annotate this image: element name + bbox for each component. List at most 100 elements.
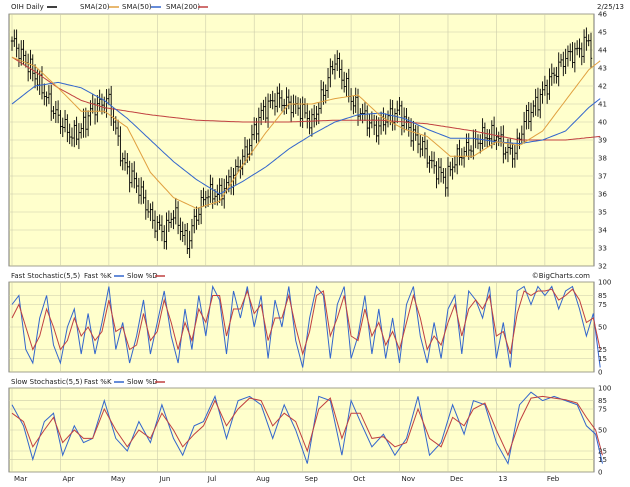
ohlc-bar [555,66,558,84]
fast-stoch-y-tick: 15 [598,355,607,363]
ohlc-bar [73,120,76,148]
ohlc-bar [278,83,281,108]
x-month-label: May [111,475,125,483]
ohlc-bar [324,84,327,104]
ohlc-bar [548,68,551,100]
ohlc-bar [446,157,450,197]
ohlc-bar [511,142,514,168]
legend-sma20-label: SMA(20) [80,3,110,11]
ohlc-bar [456,144,459,175]
ohlc-bar [543,75,547,96]
ohlc-bar [220,178,224,206]
price-y-tick: 43 [598,65,607,73]
ohlc-bar [301,96,304,129]
ohlc-bar [315,106,318,126]
ohlc-bar [119,126,122,167]
ohlc-bar [557,52,560,87]
ohlc-bar [310,108,314,137]
fast-stoch-y-tick: 100 [598,279,611,287]
ohlc-bar [153,210,157,239]
slow-stoch-y-tick: 15 [598,456,607,464]
legend-sma200-label: SMA(200) [166,3,200,11]
ohlc-bar [188,230,191,259]
ohlc-bar [144,189,147,220]
x-month-label: Jun [158,475,170,483]
ohlc-bar [421,136,424,157]
ohlc-bar [116,119,120,146]
x-month-label: Aug [256,475,270,483]
ohlc-bar [541,81,544,104]
fast-stoch-y-tick: 0 [598,369,602,377]
ohlc-bar [40,66,44,100]
ohlc-bar [529,102,533,132]
ohlc-bar [66,114,69,143]
price-panel: 32 33 34 35 36 37 38 39 40 41 42 43 44 45 46 OIH Daily… [8,3,624,271]
ohlc-bar [306,103,309,129]
ohlc-bar [520,125,523,145]
price-y-tick: 36 [598,191,607,199]
ohlc-bar [578,38,581,58]
ohlc-bar [559,53,563,67]
ohlc-bar [128,160,131,193]
ohlc-bar [17,43,21,68]
ohlc-bar [587,34,590,47]
ohlc-bar [525,104,528,130]
ohlc-bar [282,98,286,115]
ohlc-bar [121,152,124,171]
ohlc-bar [562,51,565,77]
x-month-label: Oct [353,475,365,483]
x-month-label: Nov [402,475,416,483]
ohlc-bar [137,177,141,204]
ohlc-bar [169,212,173,228]
ohlc-bar [195,206,198,230]
slow-stoch-y-tick: 85 [598,397,607,405]
fast-stoch-y-tick: 25 [598,346,607,354]
ticker-label: OIH Daily [11,3,44,11]
ohlc-bar [336,50,339,72]
ohlc-bar [333,54,337,80]
ohlc-bar [165,212,168,250]
ohlc-bar [504,146,507,160]
x-month-label: Apr [62,475,74,483]
ohlc-bar [236,156,240,173]
watermark: ©BigCharts.com [532,272,590,280]
ohlc-bar [566,45,570,67]
ohlc-bar [308,110,311,135]
ohlc-bar [492,116,496,146]
price-y-tick: 46 [598,11,607,19]
ohlc-bar [571,41,574,68]
ohlc-bar [31,54,34,82]
ohlc-bar [319,80,323,114]
ohlc-bar [479,134,482,154]
ohlc-bar [139,177,143,205]
ohlc-bar [430,151,434,169]
ohlc-bar [393,108,397,131]
ohlc-bar [206,189,210,207]
ohlc-bar [386,110,390,128]
ohlc-bar [289,95,293,123]
x-month-label: Feb [547,475,560,483]
fast-stoch-d-line [11,288,601,356]
ohlc-bar [451,157,454,180]
ohlc-bar [218,178,221,203]
ohlc-bar [13,29,16,47]
ohlc-bar [61,117,64,138]
ohlc-bar [589,32,593,68]
ohlc-bar [190,218,194,249]
ohlc-bar [495,127,498,150]
fast-stoch-legend-d-label: Slow %D [127,272,158,280]
ohlc-bar [167,210,171,232]
ohlc-bar [509,137,512,155]
fast-stoch-y-tick: 85 [598,292,607,300]
ohlc-bar [534,88,537,116]
ohlc-bar [96,95,99,123]
ohlc-bar [419,135,422,158]
ohlc-bar [338,52,341,78]
sma20-line [11,56,601,209]
date-label: 2/25/13 [597,3,624,11]
ohlc-bar [453,155,457,173]
ohlc-bar [354,87,357,113]
ohlc-bar [33,64,37,89]
